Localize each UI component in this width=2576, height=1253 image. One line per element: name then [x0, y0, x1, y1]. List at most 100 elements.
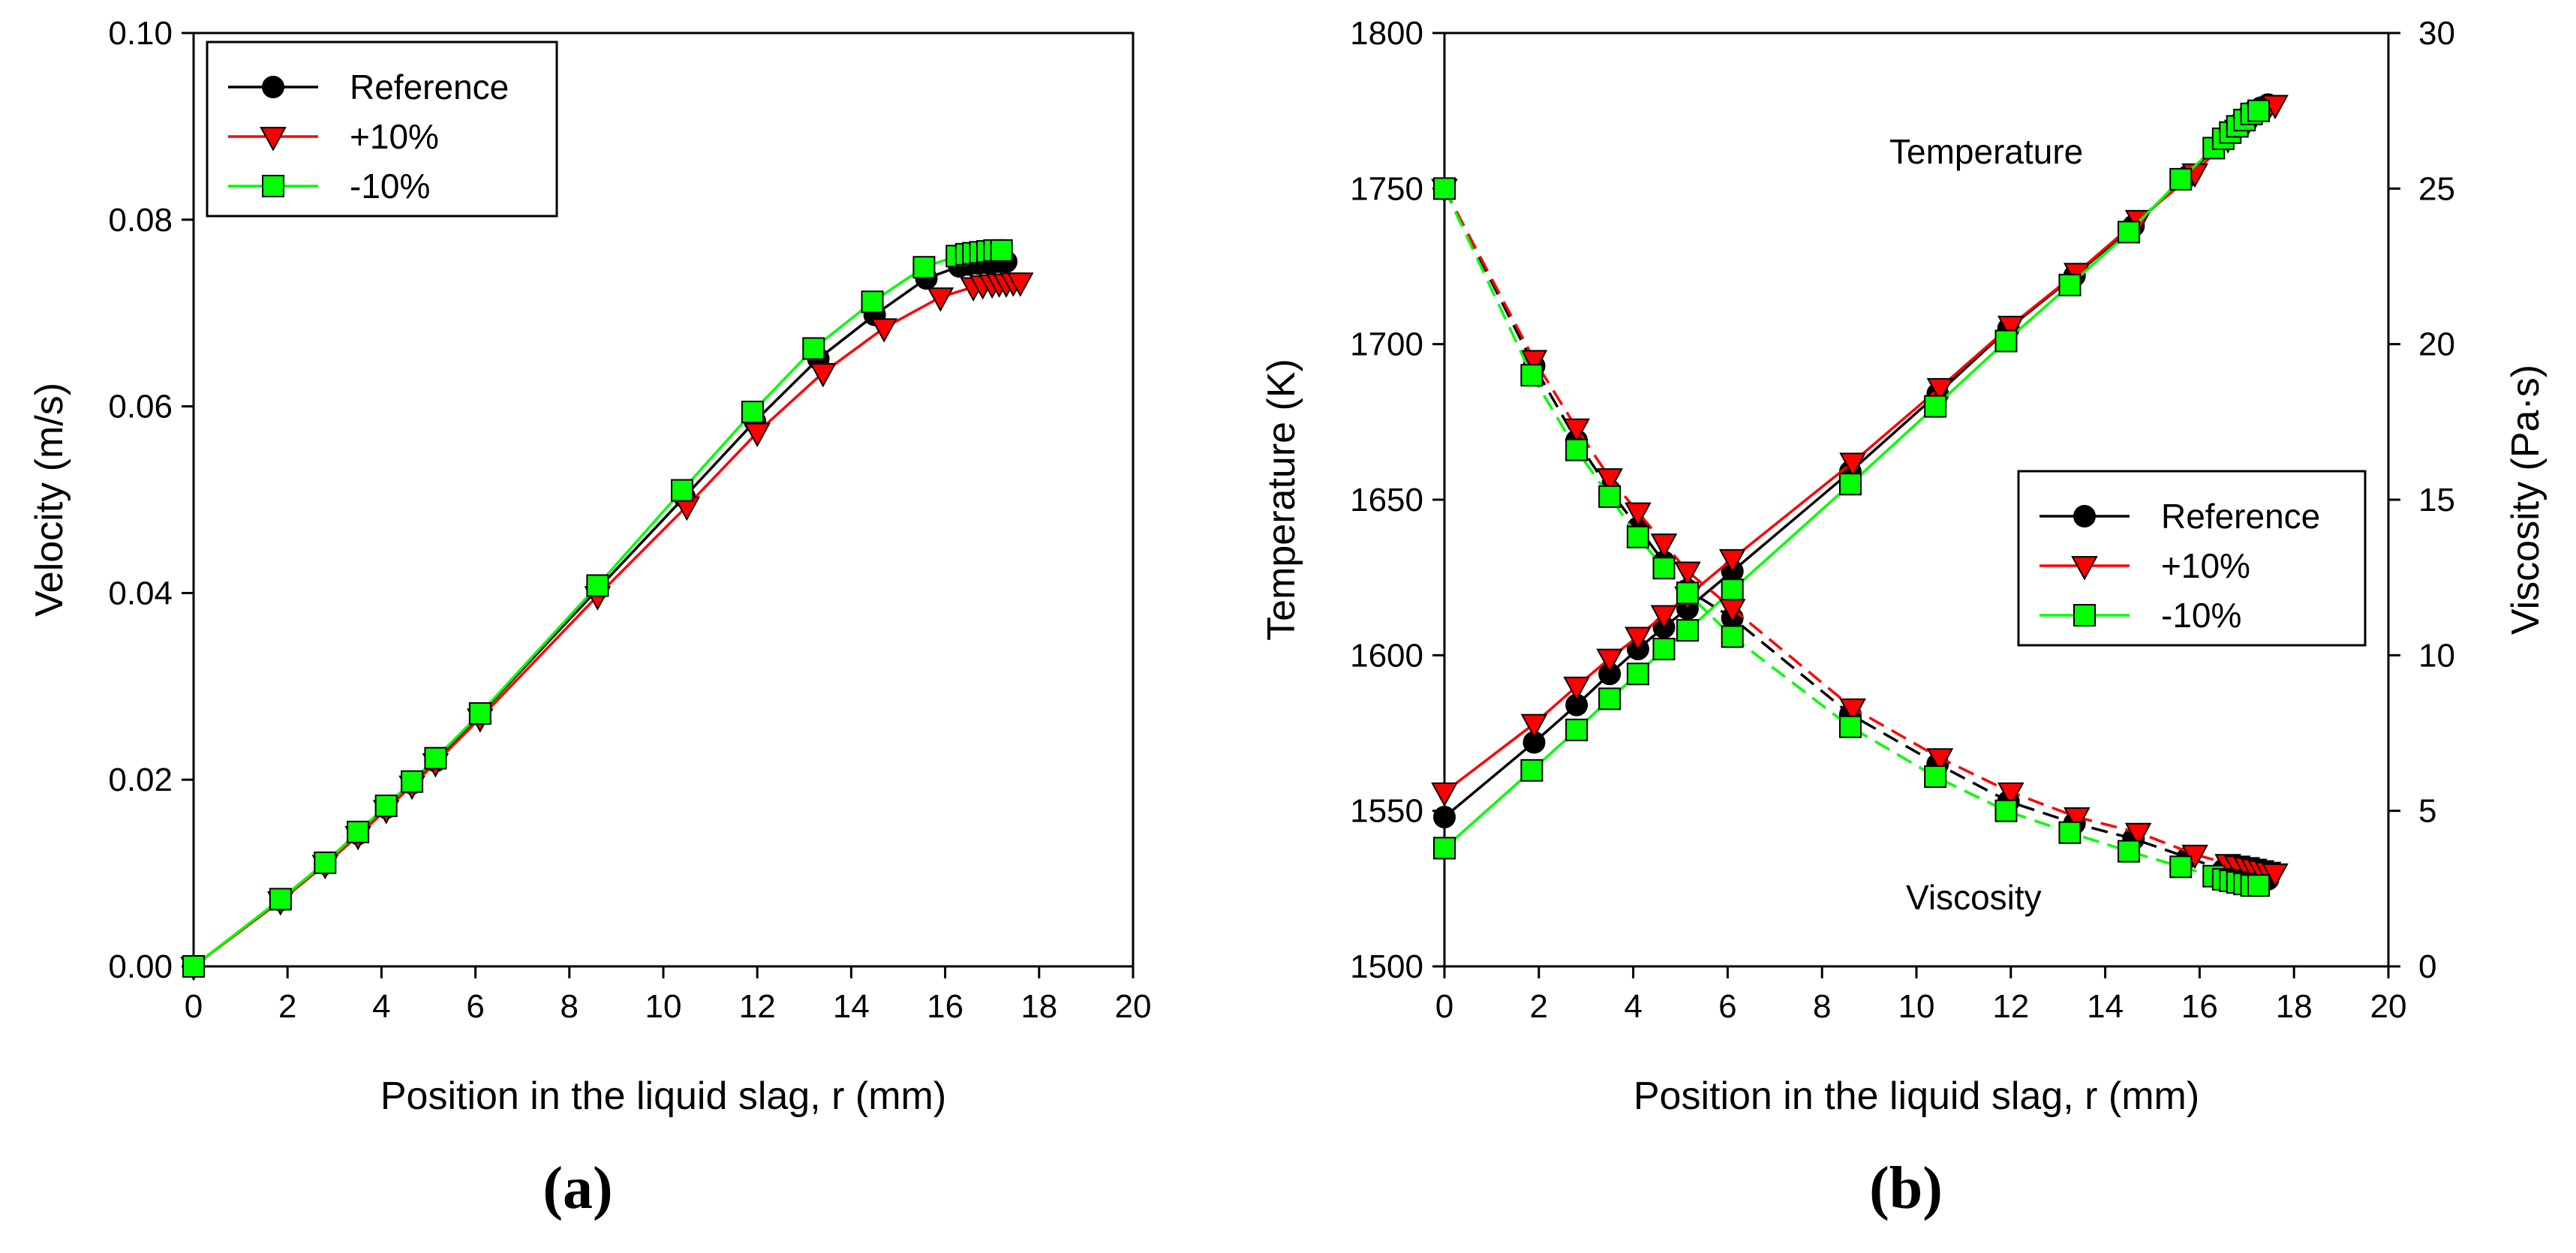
data-point: [1565, 718, 1589, 741]
x-tick-label: 6: [1718, 988, 1736, 1025]
data-point: [2247, 99, 2271, 122]
data-point: [1625, 626, 1652, 652]
x-tick-label: 20: [1115, 988, 1152, 1025]
data-point: [2247, 874, 2271, 897]
y-tick-label: 0.04: [108, 575, 173, 611]
y-tick-label: 0.06: [108, 389, 173, 425]
x-tick-label: 8: [1813, 988, 1831, 1025]
legend-label: Reference: [350, 68, 509, 107]
data-point: [468, 702, 491, 725]
data-point: [1997, 315, 2024, 341]
y-tick-label: 1650: [1350, 482, 1423, 518]
data-point: [810, 362, 837, 388]
data-point: [1997, 782, 2024, 807]
series-minus-10-viscosity: [1433, 177, 2271, 897]
data-point: [802, 337, 825, 360]
data-point: [2118, 840, 2141, 863]
annotation-viscosity: Viscosity: [1906, 878, 2042, 917]
data-point: [1596, 648, 1623, 674]
data-point: [1565, 438, 1589, 461]
data-point: [671, 479, 694, 502]
x-tick-label: 2: [1530, 988, 1548, 1025]
legend-label: Reference: [2161, 497, 2320, 536]
x-axis-title: Position in the liquid slag, r (mm): [1634, 1074, 2199, 1118]
data-point: [1926, 748, 1954, 773]
data-point: [1520, 364, 1543, 387]
data-point: [1674, 561, 1701, 586]
data-point: [1563, 676, 1590, 702]
data-point: [2118, 221, 2141, 244]
data-point: [1520, 759, 1543, 782]
x-tick-label: 8: [561, 988, 579, 1025]
data-point: [744, 422, 771, 448]
y-tick-label: 0.08: [108, 202, 173, 239]
panel-b-temperature-viscosity-chart: 0 2 4 6 8 10 12 14 16 18 2015001550160016501700175…: [1260, 15, 2547, 1221]
legend-marker: [2073, 604, 2096, 626]
y2-tick-label: 30: [2418, 15, 2455, 52]
y-tick-label: 1600: [1350, 637, 1423, 674]
data-point: [2058, 821, 2082, 844]
data-point: [1520, 350, 1548, 374]
data-point: [1839, 452, 1866, 477]
data-point: [1676, 619, 1699, 642]
series-minus-10: [182, 239, 1013, 978]
data-point: [1433, 177, 1456, 200]
series-plus-10: [180, 272, 1034, 981]
x-tick-label: 16: [927, 988, 963, 1025]
legend-marker: [2071, 556, 2098, 581]
y2-tick-label: 0: [2418, 948, 2436, 985]
panel-caption: (b): [1869, 1155, 1943, 1221]
x-tick-label: 2: [278, 988, 296, 1025]
x-tick-label: 18: [1020, 988, 1057, 1025]
x-tick-label: 0: [185, 988, 203, 1025]
y2-tick-label: 5: [2418, 793, 2436, 830]
x-tick-label: 12: [739, 988, 776, 1025]
legend-marker: [2073, 505, 2096, 527]
data-point: [1718, 548, 1746, 574]
legend: Reference +10% -10%: [206, 41, 558, 218]
x-tick-label: 4: [372, 988, 390, 1025]
y-tick-label: 0.00: [108, 948, 173, 985]
data-point: [2169, 167, 2193, 191]
y2-tick-label: 15: [2418, 482, 2455, 518]
x-tick-label: 20: [2370, 988, 2407, 1025]
legend: Reference +10% -10%: [2017, 470, 2367, 647]
legend-label: +10%: [2161, 546, 2250, 585]
data-point: [861, 290, 884, 314]
data-point: [182, 955, 205, 978]
x-tick-label: 0: [1435, 988, 1453, 1025]
data-point: [1994, 329, 2018, 353]
data-point: [990, 239, 1013, 262]
data-point: [1839, 698, 1866, 723]
x-tick-label: 10: [1898, 988, 1935, 1025]
y2-tick-label: 10: [2418, 637, 2455, 674]
data-point: [1563, 418, 1590, 443]
legend-marker: [262, 76, 284, 98]
panel-caption: (a): [543, 1155, 612, 1221]
x-tick-label: 18: [2276, 988, 2313, 1025]
data-point: [1924, 765, 1947, 789]
x-tick-label: 6: [466, 988, 484, 1025]
data-point: [2169, 855, 2193, 879]
x-tick-label: 12: [1992, 988, 2029, 1025]
data-point: [1676, 581, 1699, 605]
data-point: [424, 747, 447, 770]
x-tick-label: 14: [833, 988, 870, 1025]
data-point: [1650, 605, 1678, 630]
data-point: [1838, 715, 1862, 738]
x-tick-label: 16: [2181, 988, 2218, 1025]
data-point: [1652, 557, 1676, 580]
y-tick-label: 1550: [1350, 793, 1423, 830]
y2-tick-label: 20: [2418, 326, 2455, 363]
data-point: [269, 888, 292, 911]
y-tick-label: 1750: [1350, 170, 1423, 207]
y-tick-label: 1700: [1350, 326, 1423, 363]
series-reference: [182, 250, 1017, 978]
y2-tick-label: 25: [2418, 170, 2455, 207]
data-point: [1838, 473, 1862, 496]
data-point: [1721, 625, 1744, 648]
legend-label: -10%: [350, 167, 430, 206]
y-axis-title: Temperature (K): [1260, 359, 1303, 641]
data-point: [586, 574, 609, 597]
